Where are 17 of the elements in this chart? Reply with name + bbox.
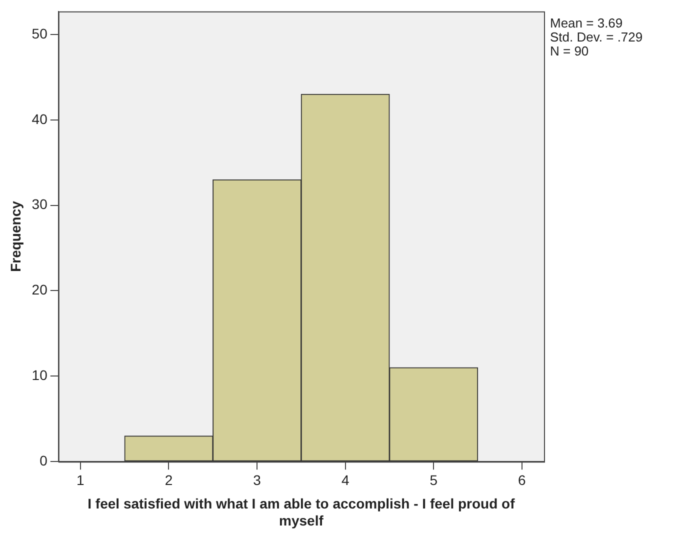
text: Mean = 3.69	[550, 15, 623, 30]
x-tick-label: 2	[164, 472, 173, 488]
text: N = 90	[550, 43, 589, 58]
x-tick-label: 4	[341, 472, 350, 488]
text: Std. Dev. = .729	[550, 29, 643, 44]
y-tick-label: 40	[32, 110, 48, 127]
x-tick-label: 1	[76, 472, 85, 488]
y-tick-label: 30	[32, 196, 48, 212]
x-tick-label: 3	[253, 472, 262, 488]
y-axis-title: Frequency	[7, 200, 24, 272]
y-tick-label: 10	[32, 367, 48, 384]
y-tick-label: 0	[40, 452, 48, 468]
x-tick-label: 6	[518, 472, 526, 488]
y-tick-label: 50	[32, 25, 48, 42]
x-axis-title: I feel satisfied with what I am able to accomplish - I feel proud of myself	[88, 496, 516, 528]
y-tick-label: 20	[32, 282, 48, 298]
x-tick-label: 5	[430, 472, 438, 488]
